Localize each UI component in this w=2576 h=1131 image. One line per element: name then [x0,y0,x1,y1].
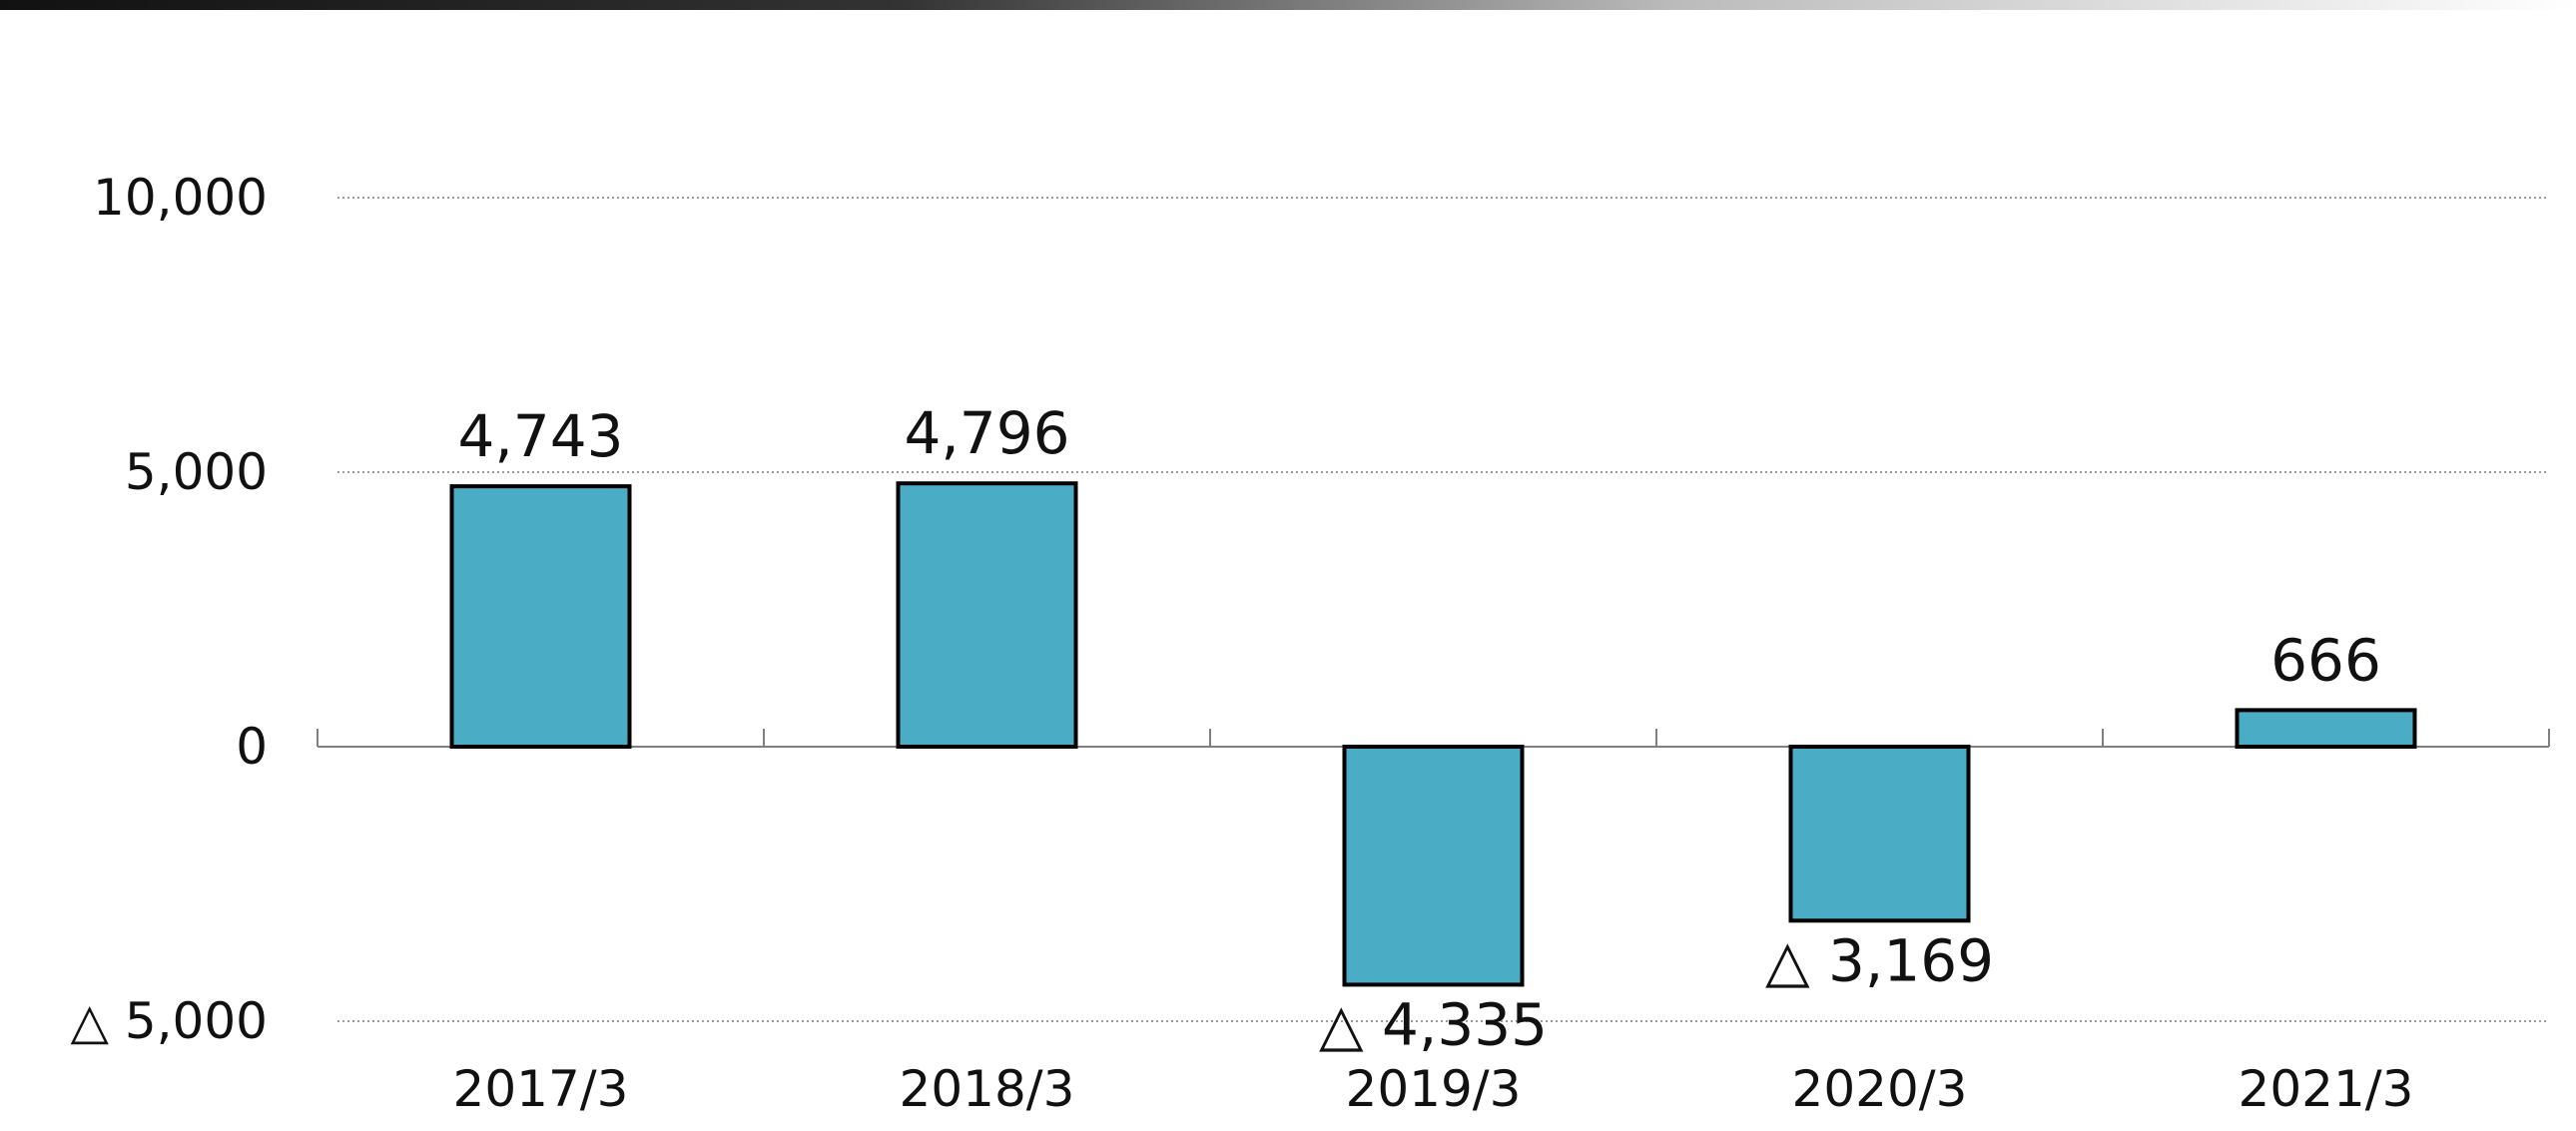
x-tick-label: 2021/3 [2239,1060,2414,1118]
data-label: 4,796 [904,399,1069,467]
x-axis [317,729,2550,748]
x-tick-label: 2017/3 [453,1060,629,1118]
data-label: 666 [2270,626,2381,694]
data-label: △ 4,335 [1319,990,1548,1058]
y-tick-label: 10,000 [93,169,268,227]
y-axis-tick-labels: 10,000 5,000 0 △ 5,000 [71,169,269,1050]
bar-2019-3 [1342,745,1525,987]
header-gradient-bar [0,0,2576,10]
y-tick-label: △ 5,000 [71,992,269,1050]
bar-2018-3 [896,481,1078,749]
bar-2020-3 [1788,745,1971,923]
x-tick-label: 2018/3 [900,1060,1075,1118]
data-labels: 4,743 4,796 △ 4,335 △ 3,169 666 [457,399,2380,1058]
bars [449,481,2417,987]
bar-2021-3 [2235,708,2417,749]
y-tick-label: 0 [236,718,268,776]
data-label: △ 3,169 [1765,926,1994,994]
x-tick-label: 2019/3 [1346,1060,1522,1118]
data-label: 4,743 [457,402,623,470]
y-tick-label: 5,000 [125,443,268,501]
x-tick-label: 2020/3 [1792,1060,1968,1118]
gridlines [337,197,2549,1022]
x-axis-tick-labels: 2017/3 2018/3 2019/3 2020/3 2021/3 [453,1060,2414,1118]
bar-2017-3 [449,484,632,749]
